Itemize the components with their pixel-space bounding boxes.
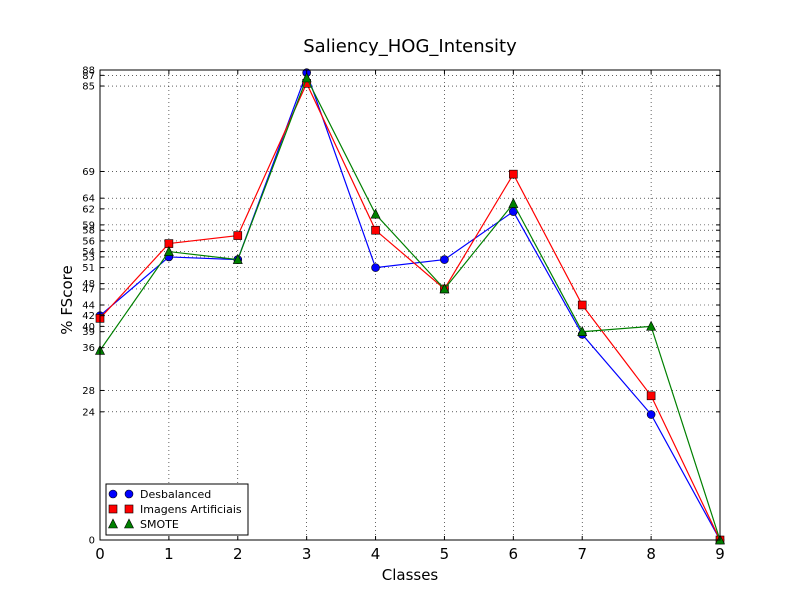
data-point-triangle [108, 518, 118, 529]
y-tick-label: 85 [82, 82, 95, 93]
x-tick-label: 6 [509, 545, 519, 563]
y-tick-label: 53 [82, 252, 95, 263]
data-point-triangle [439, 283, 450, 294]
y-tick-label: 54 [82, 247, 95, 258]
legend-label: Desbalanced [140, 488, 211, 501]
x-tick-label: 0 [95, 545, 105, 563]
y-tick-label: 36 [82, 343, 95, 354]
y-tick-label: 44 [82, 301, 95, 312]
y-tick-label: 64 [82, 194, 95, 205]
y-tick-label: 0 [89, 536, 95, 547]
data-point-triangle [508, 197, 519, 208]
y-tick-label: 51 [82, 263, 95, 274]
legend-entry: Desbalanced [108, 488, 211, 501]
legend-label: Imagens Artificiais [140, 503, 242, 516]
y-tick-label: 24 [82, 407, 95, 418]
series-line [99, 76, 721, 541]
data-point-square [124, 504, 134, 514]
y-tick-label: 62 [82, 204, 95, 215]
grid-lines [100, 70, 720, 540]
y-tick-label: 40 [82, 322, 95, 333]
data-point-circle [440, 255, 449, 264]
series-line [99, 70, 721, 541]
y-tick-label: 56 [82, 236, 95, 247]
legend-label: SMOTE [140, 518, 179, 531]
x-tick-label: 8 [646, 545, 656, 563]
data-point-triangle [163, 245, 174, 256]
axis-ticks: 0 1 2 3 4 5 6 7 8 9024283639404244474851535456585… [82, 66, 725, 564]
data-point-triangle [646, 320, 657, 331]
x-tick-label: 2 [233, 545, 243, 563]
x-tick-label: 4 [371, 545, 381, 563]
y-tick-label: 47 [82, 284, 95, 295]
data-point-square [509, 169, 518, 179]
data-point-circle [646, 410, 656, 419]
y-tick-label: 69 [82, 167, 95, 178]
legend: Desbalanced Imagens Artificiais SMOTE [105, 483, 249, 536]
data-point-triangle [301, 72, 312, 83]
x-tick-label: 5 [440, 545, 450, 563]
y-tick-label: 88 [82, 66, 95, 77]
chart-title: Saliency_HOG_Intensity [303, 36, 517, 57]
y-tick-label: 28 [82, 386, 95, 397]
data-point-triangle [370, 208, 381, 219]
x-tick-label: 3 [302, 545, 312, 563]
legend-entry: Imagens Artificiais [108, 503, 242, 516]
y-tick-label: 42 [82, 311, 95, 322]
data-point-square [577, 300, 587, 310]
series-group [95, 68, 725, 545]
y-tick-label: 59 [82, 220, 95, 231]
data-point-circle [124, 489, 134, 499]
data-point-circle [108, 489, 118, 499]
y-tick-label: 87 [82, 71, 95, 82]
data-point-circle [371, 263, 380, 272]
legend-entry: SMOTE [108, 518, 179, 531]
y-tick-label: 48 [82, 279, 95, 290]
data-point-square [108, 504, 118, 514]
data-point-square [233, 231, 243, 240]
data-point-triangle [232, 253, 243, 264]
x-axis-label: Classes [382, 566, 439, 584]
data-point-square [371, 225, 380, 235]
x-tick-label: 7 [577, 545, 587, 563]
data-point-triangle [577, 326, 588, 337]
x-tick-label: 9 [715, 545, 725, 563]
y-axis-label: % FScore [58, 265, 76, 334]
data-point-triangle [124, 518, 134, 529]
x-tick-label: 1 [164, 545, 174, 563]
series-line [99, 81, 721, 541]
y-tick-label: 39 [82, 327, 95, 338]
series-smote [95, 72, 725, 545]
data-point-square [646, 391, 656, 401]
y-tick-label: 58 [82, 226, 95, 237]
